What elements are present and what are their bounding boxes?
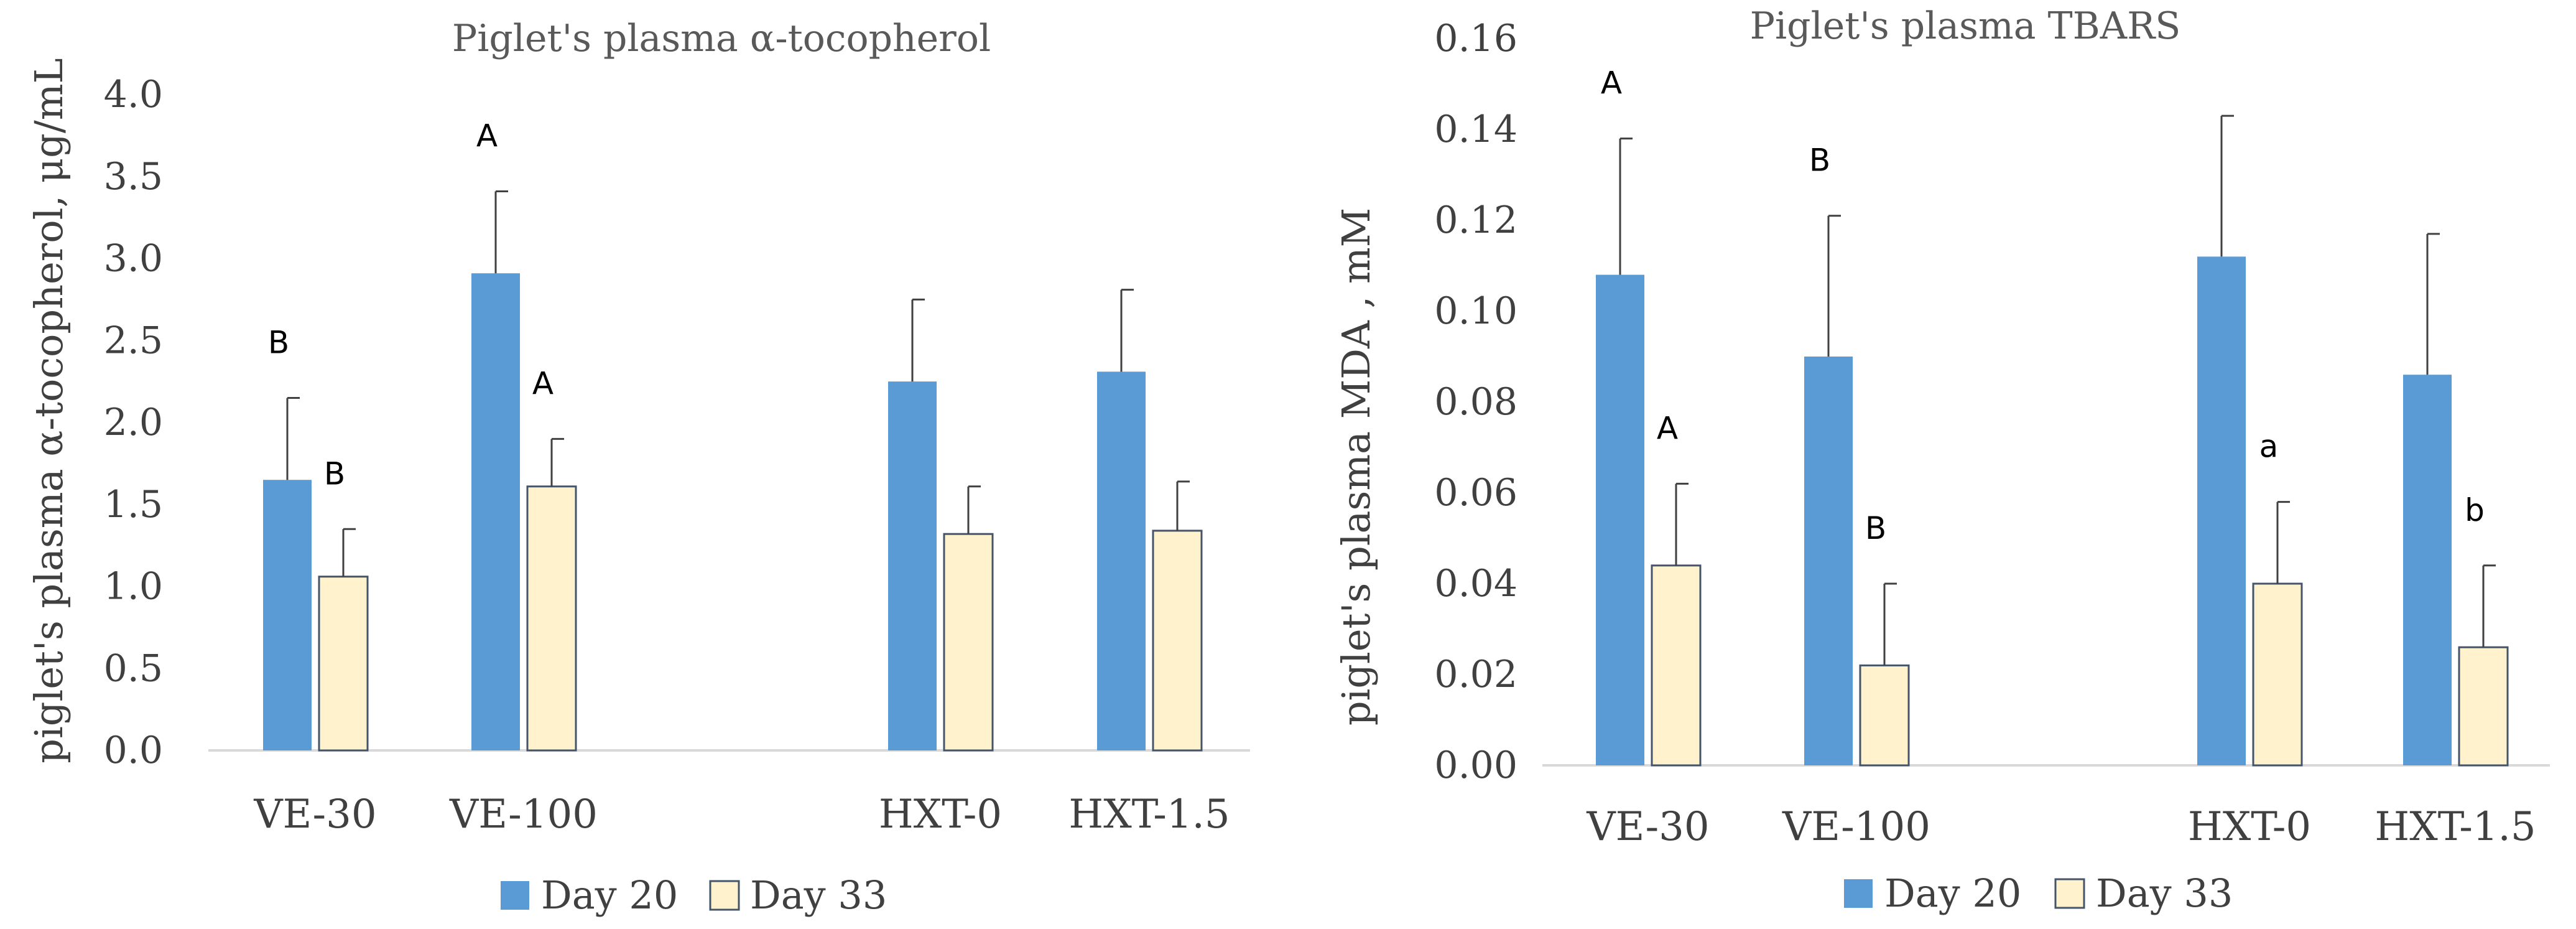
- tbars-significance-letter: a: [2259, 429, 2279, 465]
- tbars-y-tick-label: 0.02: [1434, 653, 1517, 696]
- tocopherol-bar-day20: [1097, 371, 1146, 750]
- tbars-category-label: HXT-0: [2188, 804, 2311, 850]
- tocopherol-y-axis-label: piglet's plasma α-tocopherol, μg/mL: [26, 58, 72, 763]
- tbars-significance-letter: B: [1809, 142, 1830, 179]
- tocopherol-significance-letter: A: [476, 118, 498, 154]
- tocopherol-chart-title: Piglet's plasma α-tocopherol: [452, 17, 991, 60]
- tbars-bar-day33: [2252, 582, 2303, 767]
- tocopherol-y-tick-label: 0.5: [104, 647, 163, 690]
- tocopherol-y-tick-label: 1.0: [104, 565, 163, 609]
- tocopherol-y-tick-label: 3.0: [104, 237, 163, 281]
- tocopherol-bar-day33: [526, 485, 577, 752]
- tocopherol-bars: B B A A: [263, 118, 1203, 752]
- tbars-y-axis-label: piglet's plasma MDA , mM: [1333, 208, 1379, 726]
- tocopherol-legend-swatch-day33: [709, 880, 740, 911]
- tocopherol-legend-swatch-day20: [501, 881, 529, 910]
- tbars-significance-letter: A: [1601, 65, 1622, 101]
- tbars-y-tick-label: 0.16: [1434, 17, 1517, 60]
- tocopherol-significance-letter: B: [268, 324, 289, 360]
- tbars-bar-day20: [2403, 375, 2452, 765]
- tbars-bar-day20: [1596, 274, 1644, 766]
- tocopherol-bar-day33: [318, 576, 369, 752]
- tocopherol-bar-day20: [263, 480, 312, 750]
- tocopherol-x-tick-labels: VE-30 VE-100 HXT-0 HXT-1.5: [253, 791, 1230, 838]
- tocopherol-significance-letter: A: [532, 365, 554, 401]
- tocopherol-bar-day33: [943, 533, 994, 752]
- tbars-legend-swatch-day33: [2054, 878, 2085, 909]
- tbars-bar-day33: [2458, 646, 2509, 767]
- tbars-y-ticks: 0.00 0.02 0.04 0.06 0.08 0.10 0.12 0.14 0.16: [1434, 17, 1517, 787]
- tbars-y-tick-label: 0.06: [1434, 471, 1517, 515]
- tocopherol-category-label: VE-30: [253, 791, 376, 838]
- tbars-significance-letter: A: [1657, 410, 1678, 446]
- tocopherol-chart: Piglet's plasma α-tocopherol piglet's pl…: [26, 17, 1250, 918]
- tocopherol-bar-day33: [1152, 530, 1203, 752]
- tocopherol-bar-day20: [471, 273, 520, 751]
- tbars-category-label: HXT-1.5: [2374, 804, 2536, 850]
- tbars-legend: Day 20 Day 33: [1844, 871, 2233, 916]
- tocopherol-bar-day20: [888, 381, 937, 750]
- tocopherol-significance-letter: B: [324, 455, 345, 492]
- tbars-category-label: VE-100: [1782, 804, 1930, 850]
- tbars-significance-letter: b: [2465, 492, 2485, 528]
- tocopherol-category-label: HXT-0: [879, 791, 1002, 838]
- tocopherol-y-tick-label: 4.0: [104, 73, 163, 116]
- tocopherol-category-label: HXT-1.5: [1068, 791, 1230, 838]
- tbars-bar-day20: [2197, 256, 2246, 765]
- tocopherol-y-tick-label: 0.0: [104, 729, 163, 772]
- tbars-legend-label-day33: Day 33: [2096, 871, 2233, 916]
- tocopherol-legend: Day 20 Day 33: [501, 872, 887, 918]
- tbars-y-tick-label: 0.04: [1434, 562, 1517, 605]
- tbars-category-label: VE-30: [1586, 804, 1709, 850]
- tocopherol-category-label: VE-100: [449, 791, 598, 838]
- tbars-chart-title: Piglet's plasma TBARS: [1750, 4, 2181, 48]
- tbars-legend-swatch-day20: [1844, 879, 1873, 908]
- tocopherol-y-tick-label: 2.0: [104, 401, 163, 444]
- tocopherol-y-ticks: 0.0 0.5 1.0 1.5 2.0 2.5 3.0 3.5 4.0: [104, 73, 163, 772]
- tbars-y-tick-label: 0.10: [1434, 289, 1517, 333]
- tbars-x-tick-labels: VE-30 VE-100 HXT-0 HXT-1.5: [1586, 804, 2536, 850]
- tbars-chart: Piglet's plasma TBARS piglet's plasma MD…: [1333, 4, 2550, 916]
- tocopherol-y-tick-label: 1.5: [104, 483, 163, 526]
- tbars-legend-label-day20: Day 20: [1884, 871, 2021, 916]
- tocopherol-legend-label-day20: Day 20: [541, 872, 678, 918]
- tbars-y-tick-label: 0.14: [1434, 108, 1517, 151]
- tbars-bar-day20: [1804, 357, 1853, 765]
- tocopherol-y-tick-label: 2.5: [104, 319, 163, 362]
- tbars-bar-day33: [1859, 664, 1910, 767]
- tbars-y-tick-label: 0.08: [1434, 380, 1517, 424]
- tbars-significance-letter: B: [1865, 510, 1886, 546]
- tocopherol-legend-label-day33: Day 33: [750, 872, 887, 918]
- tocopherol-y-tick-label: 3.5: [104, 155, 163, 198]
- tbars-y-tick-label: 0.00: [1434, 744, 1517, 787]
- tbars-bar-day33: [1651, 564, 1702, 767]
- tbars-y-tick-label: 0.12: [1434, 198, 1517, 242]
- tbars-bars: A A B Ba b: [1596, 65, 2509, 767]
